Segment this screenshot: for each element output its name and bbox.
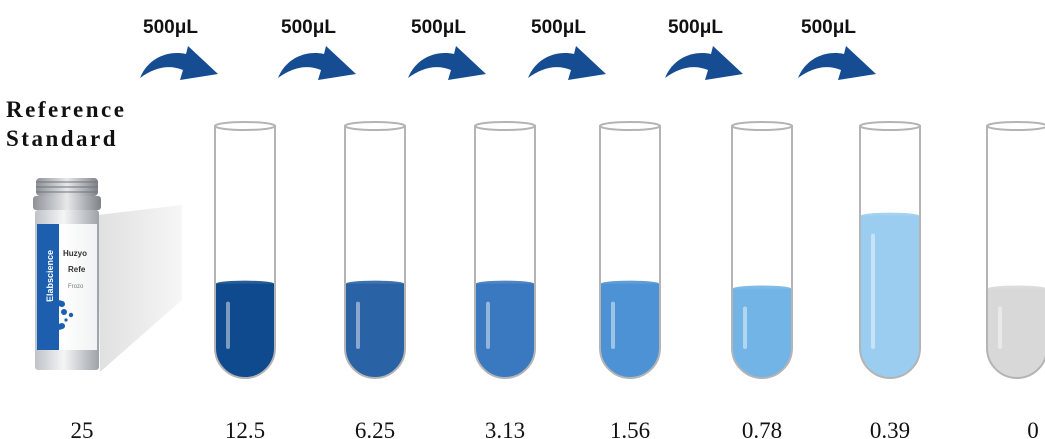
tube-glass — [859, 125, 921, 379]
tube-glass — [599, 125, 661, 379]
concentration-label: 1.56 — [610, 418, 650, 439]
tube-liquid — [987, 288, 1045, 378]
liquid-meniscus — [988, 285, 1045, 292]
transfer-volume-label: 500μL — [281, 17, 336, 38]
transfer-volume-label: 500μL — [411, 17, 466, 38]
bottle-label-band — [37, 224, 59, 350]
curved-arrow-icon — [140, 46, 218, 80]
tube-liquid — [475, 283, 535, 378]
concentration-label: 0 — [1027, 418, 1039, 439]
tube-highlight — [356, 301, 360, 349]
tube-liquid — [732, 288, 792, 378]
reference-title-line2: Standard — [6, 126, 118, 151]
concentration-label: 3.13 — [485, 418, 525, 439]
test-tube — [474, 121, 536, 379]
curved-arrow-icon — [798, 46, 876, 80]
reference-standard-title: Reference Standard — [6, 97, 126, 151]
test-tube — [986, 121, 1045, 379]
liquid-meniscus — [216, 280, 274, 287]
test-tube — [859, 121, 921, 379]
tube-highlight — [486, 301, 490, 349]
tube-liquid — [345, 283, 405, 378]
bottle-brand: Elabscience — [45, 250, 55, 302]
tube-highlight — [611, 301, 615, 349]
concentration-label: 0.39 — [870, 418, 910, 439]
liquid-meniscus — [476, 280, 534, 287]
tube-liquid — [860, 215, 920, 378]
liquid-meniscus — [861, 212, 919, 219]
tube-rim — [986, 121, 1045, 131]
reference-bottle-icon: Elabscience Huzyo Refe Frozo — [33, 178, 182, 372]
transfer-step: 500μL — [665, 17, 743, 80]
tube-rim — [731, 121, 793, 131]
transfer-step: 500μL — [408, 17, 486, 80]
tube-glass — [731, 125, 793, 379]
tube-glass — [214, 125, 276, 379]
transfer-step: 500μL — [278, 17, 356, 80]
transfer-step: 500μL — [528, 17, 606, 80]
tube-glass — [474, 125, 536, 379]
bottle-label-line: Huzyo — [63, 249, 87, 258]
liquid-meniscus — [601, 280, 659, 287]
transfer-volume-label: 500μL — [143, 17, 198, 38]
bottle-label-line: Frozo — [68, 284, 84, 290]
test-tube — [214, 121, 276, 379]
tube-glass — [344, 125, 406, 379]
transfer-step: 500μL — [798, 17, 876, 80]
curved-arrow-icon — [665, 46, 743, 80]
tube-glass — [986, 125, 1045, 379]
test-tube — [599, 121, 661, 379]
liquid-meniscus — [733, 285, 791, 292]
bottle-neck — [33, 196, 101, 210]
transfer-volume-label: 500μL — [801, 17, 856, 38]
tube-rim — [599, 121, 661, 131]
tube-liquid — [600, 283, 660, 378]
test-tube — [731, 121, 793, 379]
liquid-meniscus — [346, 280, 404, 287]
tube-highlight — [871, 233, 875, 349]
tube-rim — [344, 121, 406, 131]
transfer-volume-label: 500μL — [531, 17, 586, 38]
concentration-label: 0.78 — [742, 418, 782, 439]
transfer-arrows: 500μL 500μL 500μL 500μL 500μL 500μL — [140, 17, 876, 80]
curved-arrow-icon — [278, 46, 356, 80]
concentration-label: 6.25 — [355, 418, 395, 439]
concentration-label: 25 — [71, 418, 94, 439]
tube-highlight — [743, 306, 747, 349]
concentration-label: 12.5 — [225, 418, 265, 439]
bottle-shadow — [98, 205, 182, 372]
tube-liquid — [215, 283, 275, 378]
tube-rim — [474, 121, 536, 131]
transfer-volume-label: 500μL — [668, 17, 723, 38]
curved-arrow-icon — [528, 46, 606, 80]
bottle-label-line: Refe — [68, 265, 86, 274]
tube-rim — [214, 121, 276, 131]
transfer-step: 500μL — [140, 17, 218, 80]
tube-rim — [859, 121, 921, 131]
brand-logo-icon — [42, 300, 74, 330]
tube-highlight — [226, 301, 230, 349]
reference-title-line1: Reference — [6, 97, 126, 122]
tube-highlight — [998, 306, 1002, 349]
curved-arrow-icon — [408, 46, 486, 80]
concentration-labels: 25 12.5 6.25 3.13 1.56 0.78 0.39 0 — [71, 418, 1039, 439]
test-tube — [344, 121, 406, 379]
dilution-tubes — [214, 121, 1045, 379]
